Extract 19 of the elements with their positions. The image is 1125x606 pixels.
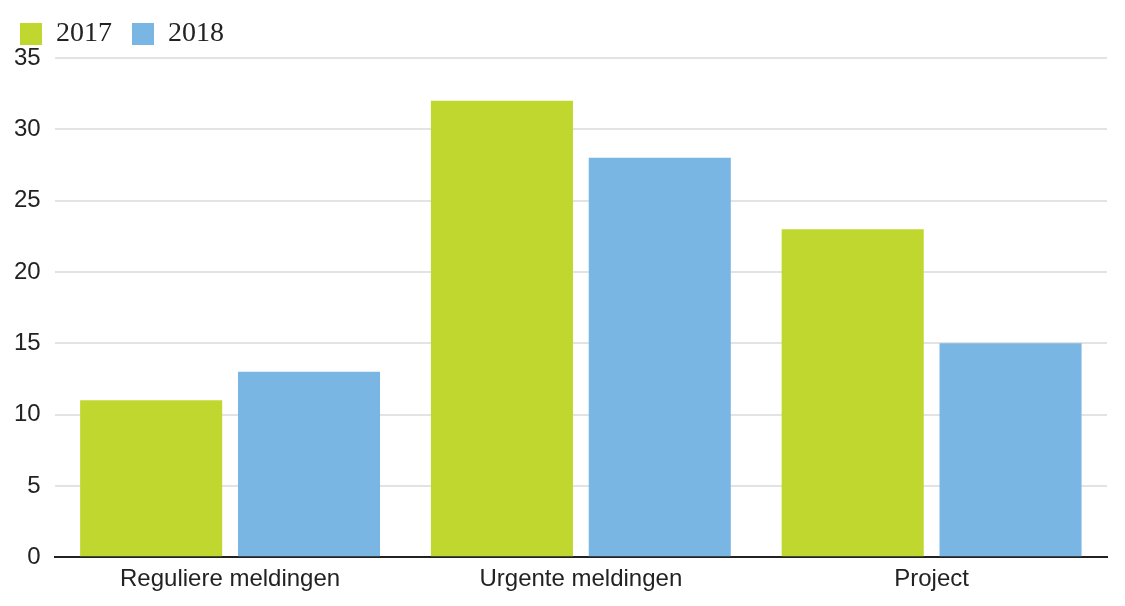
bar [80,400,223,557]
x-tick-label: Project [894,564,970,592]
bar [781,229,924,557]
bar [430,100,573,557]
x-tick-label: Reguliere meldingen [120,564,341,592]
y-tick-label: 20 [13,256,41,284]
bar [939,343,1082,557]
y-tick-label: 0 [27,541,41,569]
x-tick-label: Urgente meldingen [479,564,683,592]
legend-label: 2018 [168,16,224,48]
y-tick-label: 5 [27,470,41,498]
y-tick-label: 10 [13,399,41,427]
legend-label: 2017 [56,16,112,48]
bar [237,371,381,557]
y-tick-label: 35 [13,42,41,70]
y-tick-label: 25 [13,185,41,213]
bar [588,157,731,557]
y-tick-label: 15 [13,327,41,355]
y-tick-label: 30 [13,113,41,141]
